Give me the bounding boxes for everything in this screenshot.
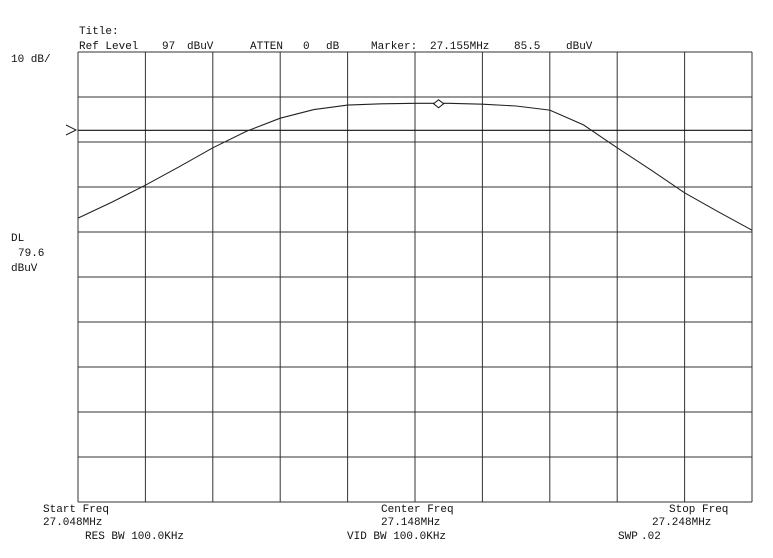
trace [77, 102, 753, 231]
atten-unit: dB [326, 41, 340, 53]
sweep-value: .02 [641, 531, 661, 543]
ref-level-value: 97 [162, 41, 175, 53]
center-value: 27.148MHz [381, 517, 440, 529]
center-label: Center Freq [381, 504, 454, 516]
marker-value: 85.5 [514, 41, 540, 53]
marker [432, 99, 445, 109]
stop-value: 27.248MHz [652, 517, 711, 529]
dl-unit: dBuV [11, 263, 38, 275]
marker-unit: dBuV [566, 41, 593, 53]
start-value: 27.048MHz [43, 517, 102, 529]
marker-freq: 27.155MHz [430, 41, 489, 53]
dl-label: DL [11, 233, 24, 245]
sweep-label: SWP [618, 531, 638, 543]
res-bw: RES BW 100.0KHz [85, 531, 184, 543]
atten-value: 0 [303, 41, 310, 53]
marker-label: Marker: [371, 41, 417, 53]
scale: 10 dB/ [11, 54, 51, 66]
title: Title: [79, 26, 119, 38]
ref-level-unit: dBuV [187, 41, 214, 53]
dl-pointer [65, 124, 78, 136]
ref-level-label: Ref Level [79, 41, 138, 53]
dl-value: 79.6 [18, 248, 44, 260]
vid-bw: VID BW 100.0KHz [347, 531, 446, 543]
atten-label: ATTEN [250, 41, 283, 53]
start-label: Start Freq [43, 504, 109, 516]
stop-label: Stop Freq [669, 504, 728, 516]
